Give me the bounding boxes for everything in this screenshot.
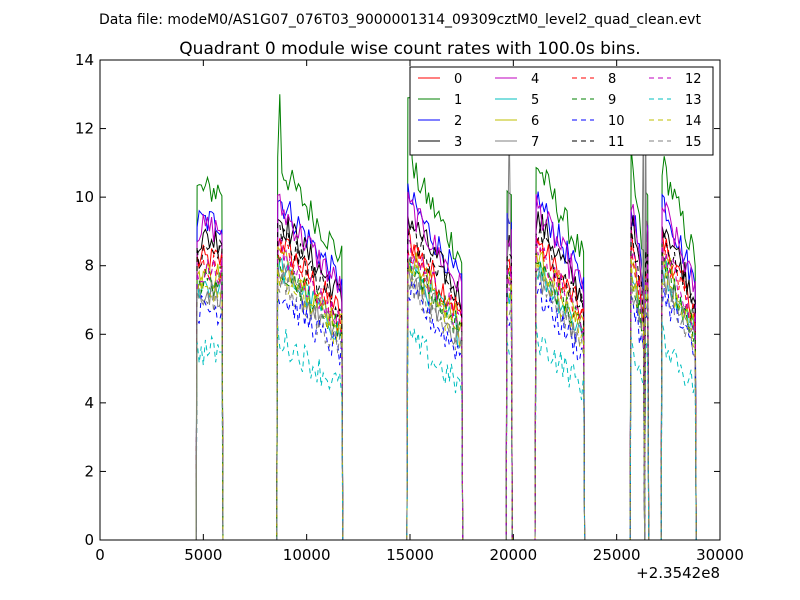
- y-tick-label: 0: [84, 531, 94, 549]
- series-line-3: [195, 211, 699, 541]
- axis-ticks: 0 5000 10000 15000 20000 25000 300000246810121…: [75, 51, 744, 564]
- legend-label-4: 4: [531, 72, 539, 87]
- legend-label-7: 7: [531, 135, 539, 150]
- legend-box: [409, 66, 714, 156]
- legend-label-1: 1: [454, 93, 462, 108]
- x-tick-label: 20000: [489, 546, 537, 564]
- y-tick-label: 6: [84, 325, 94, 343]
- chart-title: Quadrant 0 module wise count rates with …: [179, 39, 640, 59]
- figure-suptitle: Data file: modeM0/AS1G07_076T03_90000013…: [99, 12, 701, 28]
- legend-label-9: 9: [608, 93, 616, 108]
- series-line-5: [195, 257, 699, 541]
- series-line-9: [195, 252, 699, 541]
- series-line-4: [195, 191, 699, 541]
- y-tick-label: 14: [75, 51, 94, 69]
- x-tick-label: 5000: [184, 546, 222, 564]
- series-line-7: [195, 97, 699, 541]
- y-tick-label: 10: [75, 188, 94, 206]
- y-tick-label: 8: [84, 257, 94, 275]
- series-line-8: [195, 237, 699, 541]
- legend-label-14: 14: [685, 114, 702, 129]
- series-line-15: [195, 269, 699, 541]
- series-lines: [195, 94, 699, 541]
- legend-label-6: 6: [531, 114, 539, 129]
- series-line-13: [195, 321, 699, 541]
- x-tick-label: 0: [95, 546, 105, 564]
- x-tick-label: 30000: [696, 546, 744, 564]
- series-line-14: [195, 257, 699, 541]
- x-tick-label: 10000: [283, 546, 331, 564]
- y-tick-label: 4: [84, 394, 94, 412]
- legend-label-3: 3: [454, 135, 462, 150]
- series-line-11: [195, 221, 699, 541]
- y-tick-label: 2: [84, 462, 94, 480]
- legend-label-8: 8: [608, 72, 616, 87]
- legend-label-13: 13: [685, 93, 702, 108]
- legend-label-15: 15: [685, 135, 702, 150]
- x-offset-label: +2.3542e8: [636, 564, 720, 582]
- legend-label-12: 12: [685, 72, 702, 87]
- series-line-10: [195, 279, 699, 541]
- y-tick-label: 12: [75, 120, 94, 138]
- legend-label-5: 5: [531, 93, 539, 108]
- series-line-6: [195, 244, 699, 541]
- legend-label-0: 0: [454, 72, 462, 87]
- legend-label-11: 11: [608, 135, 625, 150]
- x-tick-label: 25000: [593, 546, 641, 564]
- legend-label-10: 10: [608, 114, 625, 129]
- x-tick-label: 15000: [386, 546, 434, 564]
- legend-label-2: 2: [454, 114, 462, 129]
